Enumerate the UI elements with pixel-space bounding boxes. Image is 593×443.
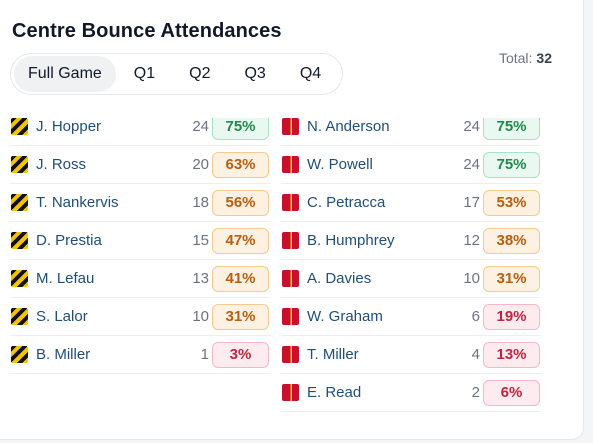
table-row: S. Lalor 10 31% W. Graham 6 19% xyxy=(0,298,583,336)
table-row: M. Lefau 13 41% A. Davies 10 31% xyxy=(0,260,583,298)
richmond-guernsey-icon xyxy=(11,118,28,135)
left-player-cell[interactable]: J. Ross 20 63% xyxy=(10,146,270,184)
total-value: 32 xyxy=(536,50,552,66)
attendance-count: 13 xyxy=(192,270,209,287)
player-name[interactable]: S. Lalor xyxy=(36,308,88,325)
player-name[interactable]: J. Ross xyxy=(36,156,87,173)
table-row: D. Prestia 15 47% B. Humphrey 12 38% xyxy=(0,222,583,260)
attendance-percent-badge: 31% xyxy=(483,266,540,292)
attendance-percent-badge: 75% xyxy=(212,118,269,140)
attendance-percent-badge: 38% xyxy=(483,228,540,254)
left-player-cell[interactable]: J. Hopper 24 75% xyxy=(10,118,270,146)
table-row: B. Miller 1 3% T. Miller 4 13% xyxy=(0,336,583,374)
attendance-count: 1 xyxy=(200,346,209,363)
attendance-percent-badge: 63% xyxy=(212,152,269,178)
tab-full-game[interactable]: Full Game xyxy=(14,56,116,92)
attendance-count: 10 xyxy=(192,308,209,325)
right-player-cell[interactable]: A. Davies 10 31% xyxy=(281,260,541,298)
attendance-percent-badge: 75% xyxy=(483,152,540,178)
attendance-count: 12 xyxy=(463,232,480,249)
sydney-guernsey-icon xyxy=(282,346,299,363)
right-player-cell[interactable]: C. Petracca 17 53% xyxy=(281,184,541,222)
richmond-guernsey-icon xyxy=(11,156,28,173)
attendance-count: 4 xyxy=(471,346,480,363)
player-name[interactable]: T. Miller xyxy=(307,346,359,363)
left-player-cell[interactable]: B. Miller 1 3% xyxy=(10,336,270,374)
richmond-guernsey-icon xyxy=(11,308,28,325)
player-name[interactable]: W. Graham xyxy=(307,308,383,325)
right-player-cell[interactable]: W. Graham 6 19% xyxy=(281,298,541,336)
attendance-count: 2 xyxy=(471,384,480,401)
tab-q4[interactable]: Q4 xyxy=(299,65,322,82)
player-name[interactable]: B. Humphrey xyxy=(307,232,395,249)
attendance-count: 20 xyxy=(192,156,209,173)
sydney-guernsey-icon xyxy=(282,156,299,173)
right-player-cell[interactable]: B. Humphrey 12 38% xyxy=(281,222,541,260)
table-row: T. Nankervis 18 56% C. Petracca 17 53% xyxy=(0,184,583,222)
tab-q2[interactable]: Q2 xyxy=(189,65,211,82)
centre-bounce-card: Centre Bounce Attendances Total: 32 Full … xyxy=(0,0,584,440)
player-name[interactable]: E. Read xyxy=(307,384,362,401)
card-title: Centre Bounce Attendances xyxy=(12,20,282,42)
attendance-percent-badge: 13% xyxy=(483,342,540,368)
attendance-count: 6 xyxy=(471,308,480,325)
quarter-tabs: Full Game Q1 Q2 Q3 Q4 xyxy=(10,53,344,95)
richmond-guernsey-icon xyxy=(11,346,28,363)
player-name[interactable]: W. Powell xyxy=(307,156,373,173)
attendance-count: 24 xyxy=(192,118,209,135)
attendance-count: 15 xyxy=(192,232,209,249)
sydney-guernsey-icon xyxy=(282,270,299,287)
richmond-guernsey-icon xyxy=(11,232,28,249)
attendance-percent-badge: 75% xyxy=(483,118,540,140)
left-player-cell[interactable]: M. Lefau 13 41% xyxy=(10,260,270,298)
attendance-percent-badge: 47% xyxy=(212,228,269,254)
table-row: J. Ross 20 63% W. Powell 24 75% xyxy=(0,146,583,184)
player-name[interactable]: J. Hopper xyxy=(36,118,102,135)
richmond-guernsey-icon xyxy=(11,194,28,211)
sydney-guernsey-icon xyxy=(282,308,299,325)
player-name[interactable]: M. Lefau xyxy=(36,270,95,287)
sydney-guernsey-icon xyxy=(282,118,299,135)
player-name[interactable]: N. Anderson xyxy=(307,118,390,135)
attendance-count: 10 xyxy=(463,270,480,287)
attendance-percent-badge: 31% xyxy=(212,304,269,330)
player-name[interactable]: C. Petracca xyxy=(307,194,386,211)
attendance-count: 17 xyxy=(463,194,480,211)
player-name[interactable]: T. Nankervis xyxy=(36,194,119,211)
attendance-percent-badge: 56% xyxy=(212,190,269,216)
right-player-cell[interactable]: E. Read 2 6% xyxy=(281,374,541,412)
attendance-percent-badge: 53% xyxy=(483,190,540,216)
attendance-count: 18 xyxy=(192,194,209,211)
richmond-guernsey-icon xyxy=(11,270,28,287)
left-player-cell xyxy=(10,374,270,412)
attendance-count: 24 xyxy=(463,156,480,173)
player-name[interactable]: B. Miller xyxy=(36,346,91,363)
player-name[interactable]: D. Prestia xyxy=(36,232,102,249)
right-player-cell[interactable]: W. Powell 24 75% xyxy=(281,146,541,184)
player-list[interactable]: J. Hopper 24 75% N. Anderson 24 75% J. Ross 20 6… xyxy=(0,118,583,418)
table-row: E. Read 2 6% xyxy=(0,374,583,412)
left-player-cell[interactable]: D. Prestia 15 47% xyxy=(10,222,270,260)
tab-q1[interactable]: Q1 xyxy=(133,65,156,82)
player-name[interactable]: A. Davies xyxy=(307,270,372,287)
sydney-guernsey-icon xyxy=(282,232,299,249)
sydney-guernsey-icon xyxy=(282,194,299,211)
right-player-cell[interactable]: T. Miller 4 13% xyxy=(281,336,541,374)
attendance-percent-badge: 3% xyxy=(212,342,269,368)
right-player-cell[interactable]: N. Anderson 24 75% xyxy=(281,118,541,146)
left-player-cell[interactable]: S. Lalor 10 31% xyxy=(10,298,270,336)
attendance-count: 24 xyxy=(463,118,480,135)
attendance-percent-badge: 6% xyxy=(483,380,540,406)
left-player-cell[interactable]: T. Nankervis 18 56% xyxy=(10,184,270,222)
sydney-guernsey-icon xyxy=(282,384,299,401)
attendance-percent-badge: 41% xyxy=(212,266,269,292)
tab-q3[interactable]: Q3 xyxy=(244,65,266,82)
attendance-percent-badge: 19% xyxy=(483,304,540,330)
table-row: J. Hopper 24 75% N. Anderson 24 75% xyxy=(0,118,583,146)
total-label: Total: 32 xyxy=(499,50,552,66)
total-label-text: Total: xyxy=(498,50,533,66)
